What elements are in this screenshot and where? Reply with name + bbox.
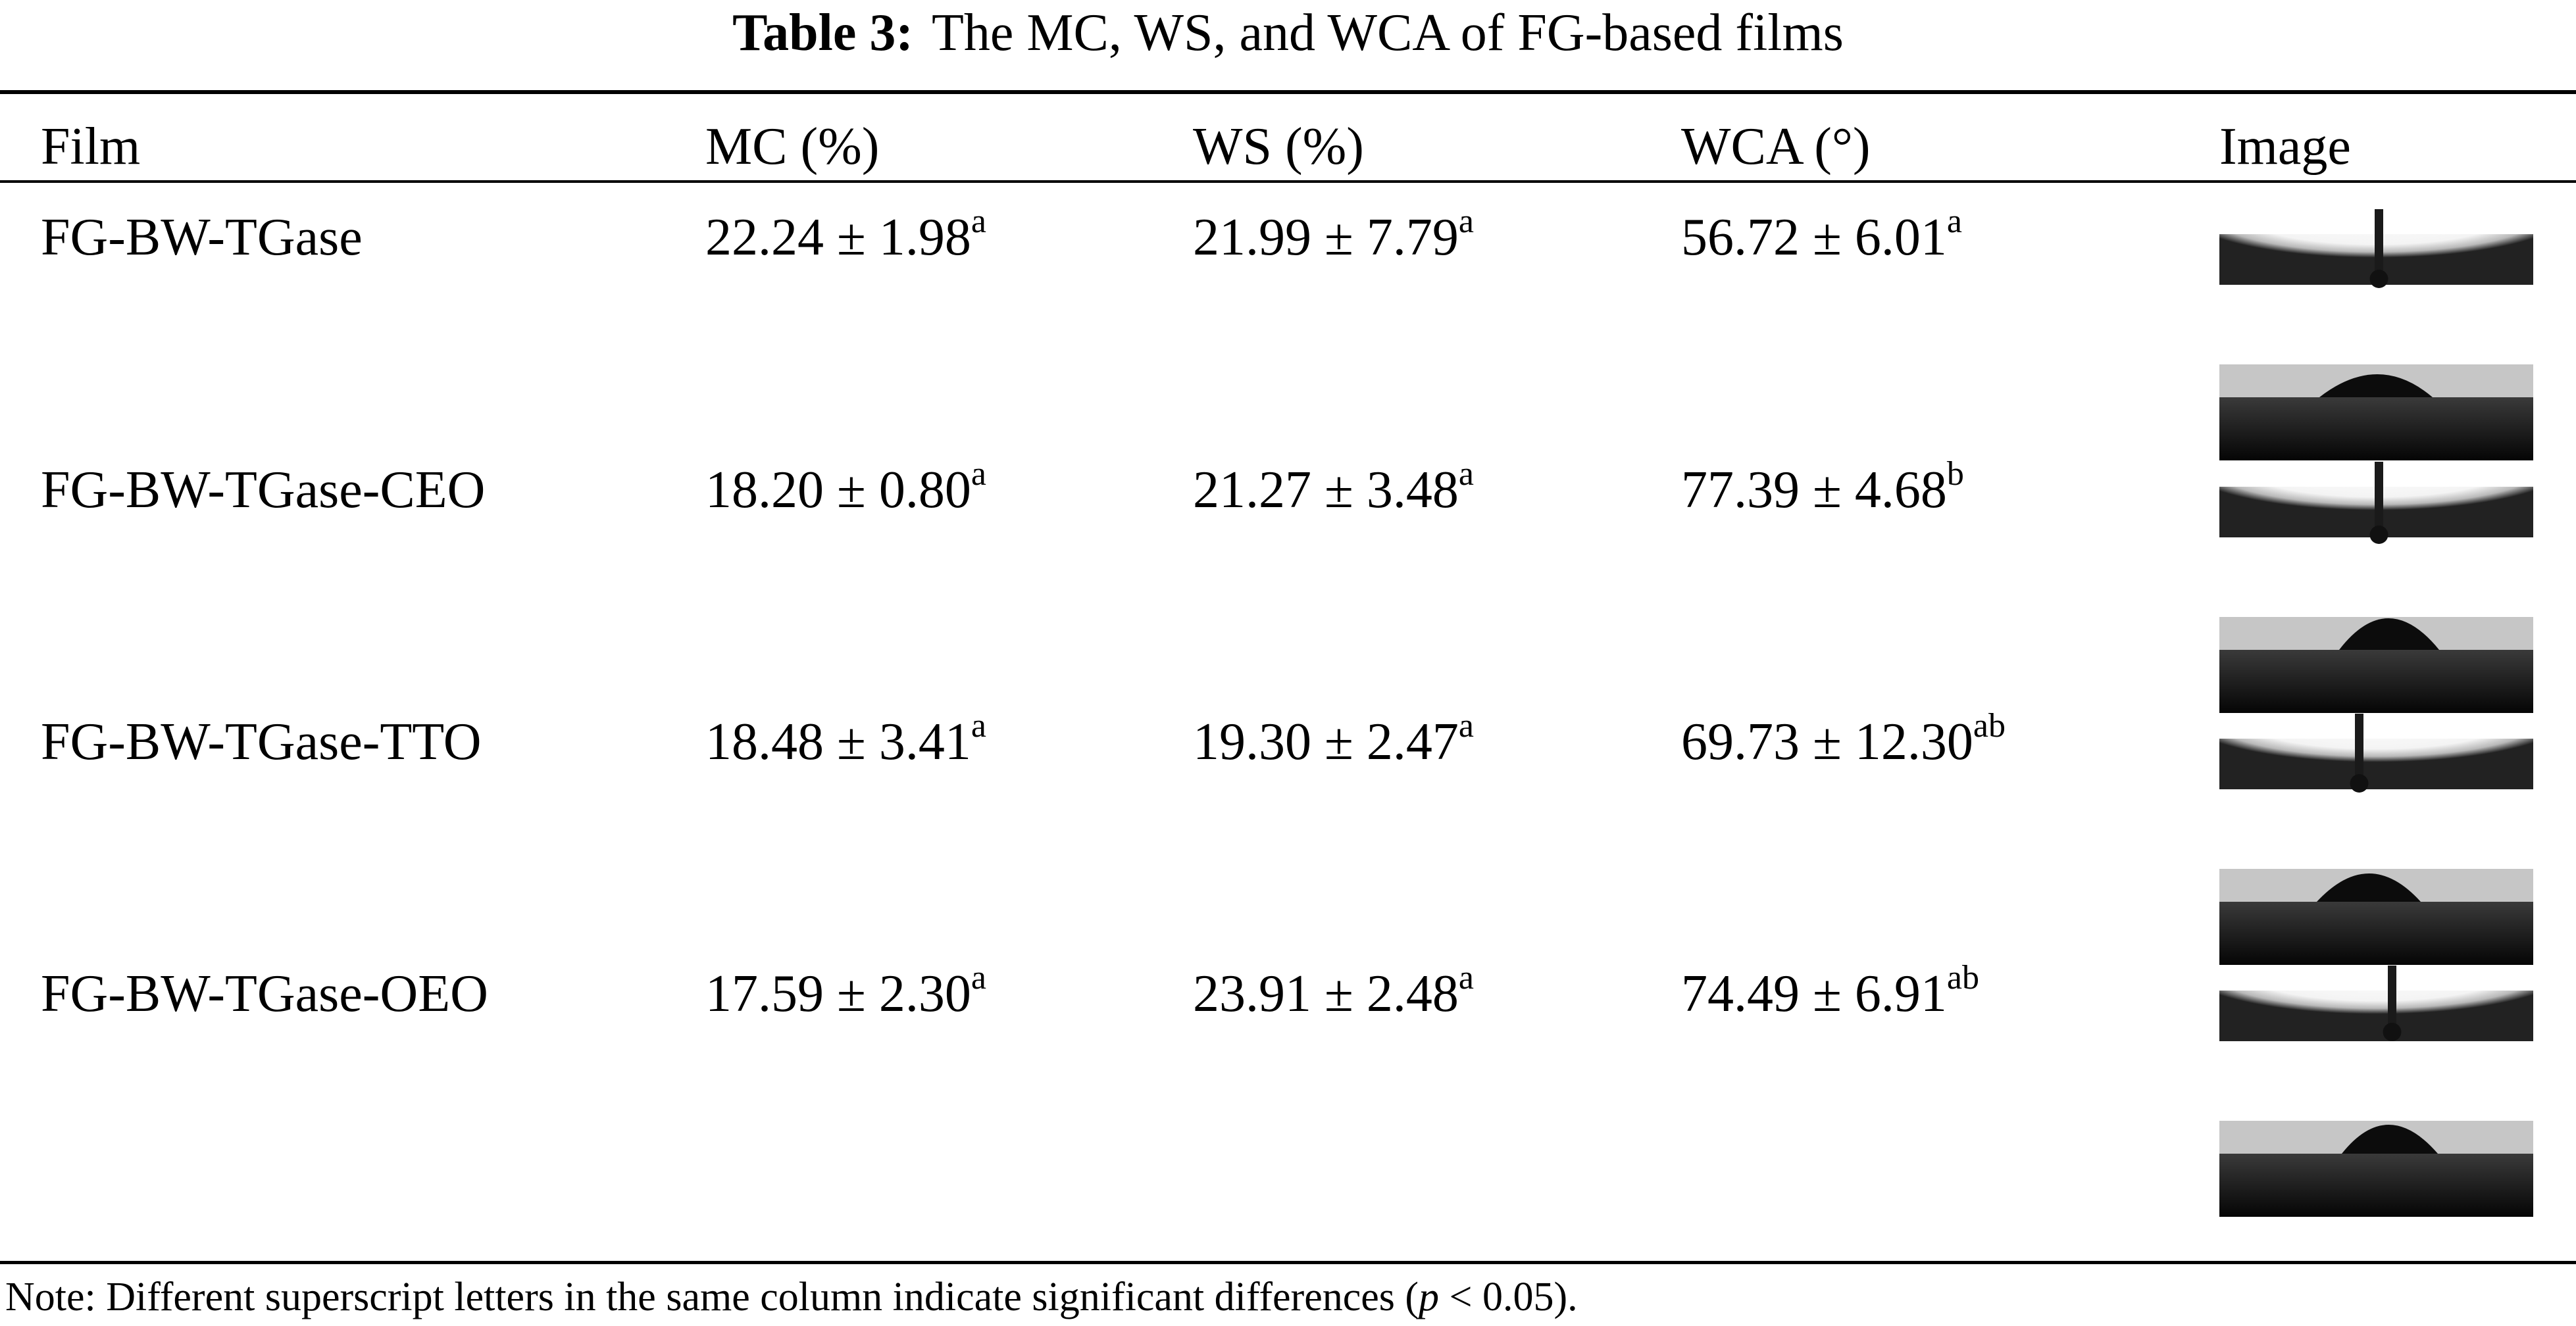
header-ws: WS (%) <box>1193 118 1364 176</box>
contact-angle-image <box>2219 462 2533 713</box>
table-note: Note: Different superscript letters in t… <box>5 1275 1578 1319</box>
cell-wca: 77.39 ± 4.68b <box>1681 455 1964 519</box>
table-header-rule <box>0 180 2576 183</box>
cell-ws: 21.27 ± 3.48a <box>1193 455 1474 519</box>
cell-wca: 74.49 ± 6.91ab <box>1681 959 1979 1023</box>
cell-film: FG-BW-TGase-OEO <box>41 965 488 1023</box>
cell-wca: 56.72 ± 6.01a <box>1681 203 1962 266</box>
cell-mc: 22.24 ± 1.98a <box>705 203 986 266</box>
cell-ws: 19.30 ± 2.47a <box>1193 707 1474 771</box>
table-top-rule <box>0 90 2576 94</box>
table-bottom-rule <box>0 1261 2576 1264</box>
cell-mc: 17.59 ± 2.30a <box>705 959 986 1023</box>
cell-mc: 18.20 ± 0.80a <box>705 455 986 519</box>
contact-angle-image <box>2219 209 2533 460</box>
cell-ws: 21.99 ± 7.79a <box>1193 203 1474 266</box>
cell-film: FG-BW-TGase-TTO <box>41 713 482 771</box>
header-image: Image <box>2219 118 2351 176</box>
table-caption: Table 3: The MC, WS, and WCA of FG-based … <box>0 0 2576 66</box>
table-caption-text: The MC, WS, and WCA of FG-based films <box>932 4 1844 62</box>
cell-ws: 23.91 ± 2.48a <box>1193 959 1474 1023</box>
header-mc: MC (%) <box>705 118 880 176</box>
cell-wca: 69.73 ± 12.30ab <box>1681 707 2006 771</box>
cell-film: FG-BW-TGase-CEO <box>41 461 486 519</box>
contact-angle-image <box>2219 714 2533 965</box>
table-caption-label: Table 3: <box>732 4 914 62</box>
contact-angle-image <box>2219 966 2533 1217</box>
header-film: Film <box>41 118 141 176</box>
cell-mc: 18.48 ± 3.41a <box>705 707 986 771</box>
cell-film: FG-BW-TGase <box>41 209 363 266</box>
header-wca: WCA (°) <box>1681 118 1871 176</box>
